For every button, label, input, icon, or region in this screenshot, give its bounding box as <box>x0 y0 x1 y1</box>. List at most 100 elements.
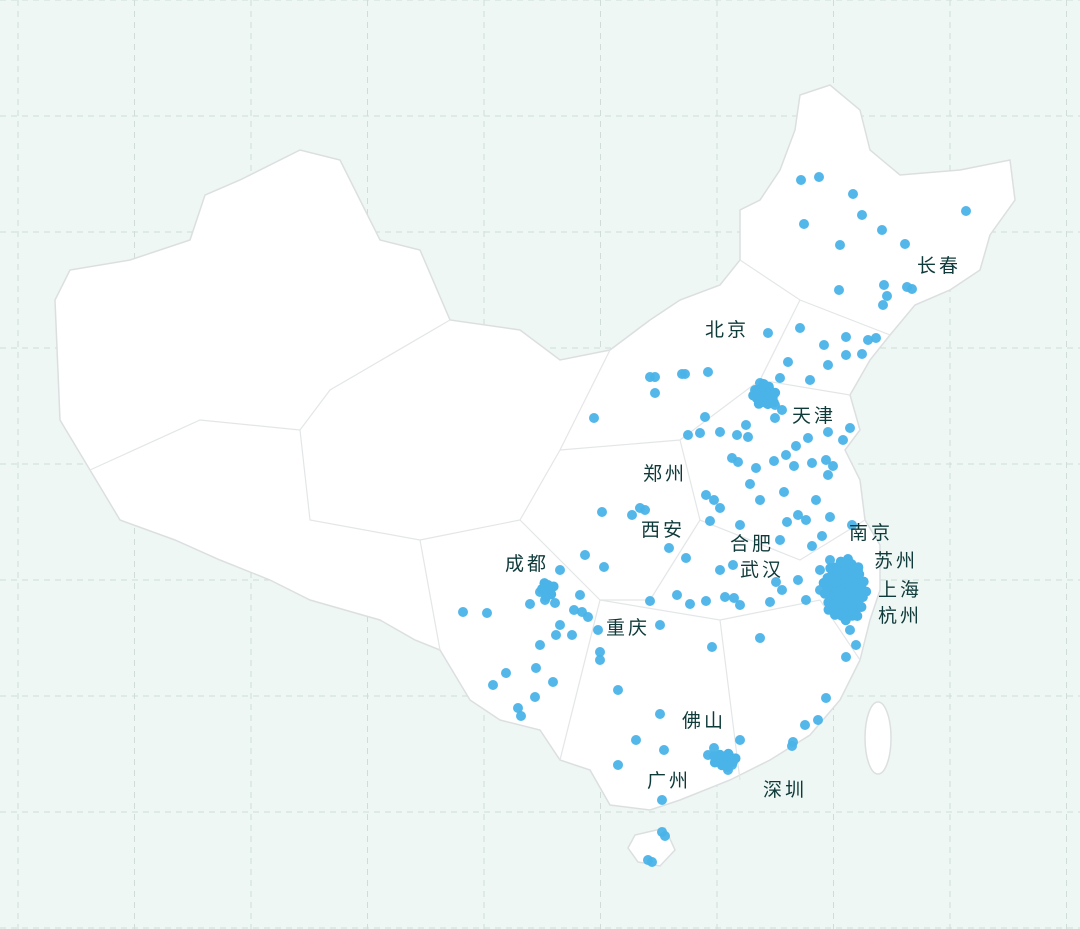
location-dot <box>818 577 829 588</box>
location-dot <box>555 620 565 630</box>
location-dot <box>735 735 745 745</box>
location-dot <box>567 630 577 640</box>
location-dot <box>856 601 867 612</box>
location-dot <box>795 323 805 333</box>
location-dot <box>701 490 711 500</box>
location-dot <box>631 735 641 745</box>
location-dot <box>539 578 550 589</box>
location-dot <box>775 535 785 545</box>
location-dot <box>758 378 769 389</box>
city-labels: 长春 北京 天津 郑州 西安 合肥 南京 苏州 武汉 上海 杭州 成都 重庆 佛… <box>505 255 961 801</box>
location-dot <box>516 711 526 721</box>
location-dot <box>783 357 793 367</box>
location-dot <box>848 189 858 199</box>
city-label-chengdu: 成都 <box>505 553 549 575</box>
location-dot <box>819 340 829 350</box>
location-dot <box>730 753 741 764</box>
location-dot <box>513 703 523 713</box>
location-dot <box>823 604 834 615</box>
location-dot <box>703 367 713 377</box>
location-dot <box>720 592 730 602</box>
location-dot <box>805 375 815 385</box>
location-dot <box>647 857 657 867</box>
location-dot <box>828 461 838 471</box>
location-dot <box>823 427 833 437</box>
city-label-suzhou: 苏州 <box>874 550 918 572</box>
city-label-foshan: 佛山 <box>682 710 726 732</box>
location-dot <box>793 510 803 520</box>
location-dot <box>878 300 888 310</box>
location-dot <box>569 605 579 615</box>
location-dot <box>680 369 690 379</box>
location-dot <box>821 455 831 465</box>
location-dot <box>627 510 637 520</box>
location-dot <box>645 596 655 606</box>
city-label-nanjing: 南京 <box>849 522 893 544</box>
location-dot <box>789 461 799 471</box>
location-dot <box>613 685 623 695</box>
location-dot <box>782 517 792 527</box>
location-dot <box>655 709 665 719</box>
location-dot <box>589 413 599 423</box>
city-label-beijing: 北京 <box>705 319 749 341</box>
location-dot <box>779 487 789 497</box>
city-label-shenzhen: 深圳 <box>763 779 807 801</box>
location-dot <box>775 373 785 383</box>
location-dot <box>801 595 811 605</box>
location-dot <box>847 520 857 530</box>
city-label-tianjin: 天津 <box>792 405 836 427</box>
location-dot <box>555 565 565 575</box>
location-dot <box>791 441 801 451</box>
location-dot <box>755 633 765 643</box>
location-dot <box>650 388 660 398</box>
location-dot <box>729 593 739 603</box>
location-dot <box>900 239 910 249</box>
location-dot <box>834 285 844 295</box>
location-dot <box>841 350 851 360</box>
location-dot <box>755 495 765 505</box>
location-dot <box>777 585 787 595</box>
location-dot <box>815 565 825 575</box>
location-dot <box>722 761 733 772</box>
location-dot <box>825 563 836 574</box>
location-dot <box>821 693 831 703</box>
city-label-hefei: 合肥 <box>730 533 774 555</box>
location-dot <box>541 591 552 602</box>
location-dot <box>801 515 811 525</box>
location-dot <box>852 611 863 622</box>
location-dot <box>685 599 695 609</box>
location-dot <box>817 531 827 541</box>
location-dot <box>807 541 817 551</box>
location-dot <box>709 751 720 762</box>
location-dot <box>748 390 759 401</box>
location-dot <box>770 387 781 398</box>
location-dot <box>743 432 753 442</box>
location-dot <box>525 599 535 609</box>
location-dot <box>871 333 881 343</box>
china-landmass <box>54 84 1016 867</box>
location-dot <box>707 642 717 652</box>
location-dot <box>845 423 855 433</box>
location-dot <box>501 668 511 678</box>
location-dot <box>823 470 833 480</box>
location-dot <box>728 560 738 570</box>
location-dot <box>781 450 791 460</box>
location-dot <box>595 655 605 665</box>
location-dot <box>882 291 892 301</box>
location-dot <box>709 495 719 505</box>
location-dot <box>655 620 665 630</box>
location-dot <box>961 206 971 216</box>
location-dot <box>770 413 780 423</box>
location-dot <box>735 520 745 530</box>
taiwan-island <box>864 701 892 775</box>
location-dot <box>842 553 853 564</box>
location-dot <box>800 720 810 730</box>
location-dot <box>709 743 719 753</box>
location-dot <box>771 577 781 587</box>
city-label-changchun: 长春 <box>917 255 961 277</box>
location-dot <box>733 457 743 467</box>
location-dot <box>857 349 867 359</box>
location-dot <box>640 505 650 515</box>
city-label-chongqing: 重庆 <box>606 617 650 639</box>
location-dot <box>813 715 823 725</box>
